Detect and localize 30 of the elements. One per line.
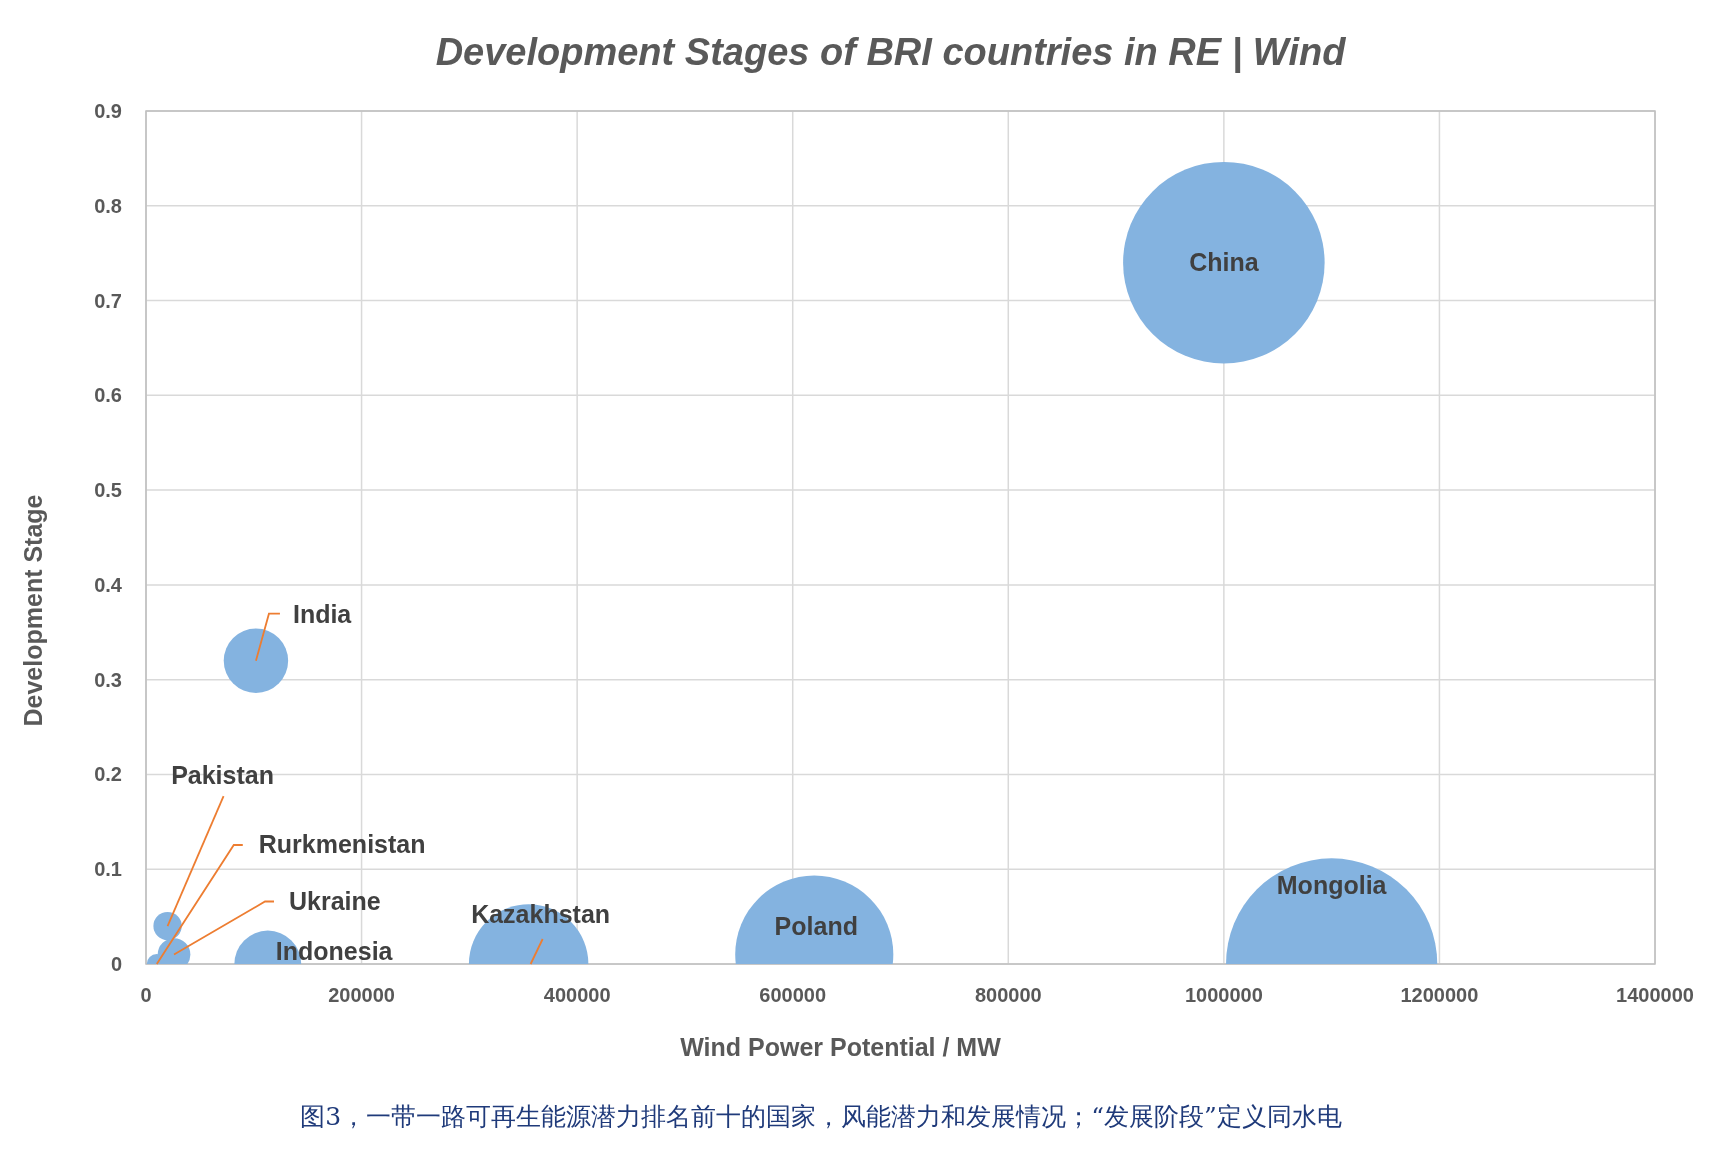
x-axis-title: Wind Power Potential / MW: [680, 1033, 1002, 1061]
y-tick-label: 0.6: [94, 384, 122, 407]
y-tick-label: 0.9: [94, 100, 122, 122]
series-label: Kazakhstan: [471, 900, 611, 928]
x-tick-label: 200000: [328, 984, 395, 1006]
x-tick-label: 600000: [759, 984, 827, 1006]
chart-title: Development Stages of BRI countries in RE | Wind: [435, 31, 1347, 73]
x-tick-label: 0: [140, 984, 152, 1006]
text: Pakistan: [171, 761, 274, 790]
x-tick-label: 400000: [543, 984, 611, 1006]
y-tick-label: 0.8: [94, 194, 122, 217]
series-label: Mongolia: [1276, 871, 1388, 899]
y-tick-label: 0.2: [94, 763, 122, 786]
y-tick-label: 0.7: [94, 289, 122, 312]
text: Ukraine: [289, 886, 381, 915]
x-tick-label: 1400000: [1616, 984, 1694, 1006]
x-tick-label: 1000000: [1184, 984, 1263, 1006]
caption: 图3，一带一路可再生能源潜力排名前十的国家，风能潜力和发展情况；“发展阶段”定义同水电: [300, 1102, 1342, 1131]
y-axis-title: Development Stage: [19, 494, 47, 727]
series-label: Poland: [774, 911, 858, 940]
y-tick-label: 0.3: [94, 668, 122, 691]
text: Rurkmenistan: [258, 830, 426, 858]
x-tick-label: 1200000: [1400, 984, 1479, 1006]
y-tick-label: 0.4: [94, 573, 123, 596]
y-tick-label: 0.5: [94, 479, 122, 502]
x-tick-label: 800000: [974, 984, 1042, 1006]
series-label: China: [1189, 247, 1260, 276]
series-label: India: [292, 599, 353, 628]
y-tick-label: 0: [110, 953, 122, 975]
y-tick-label: 0.1: [94, 858, 122, 881]
